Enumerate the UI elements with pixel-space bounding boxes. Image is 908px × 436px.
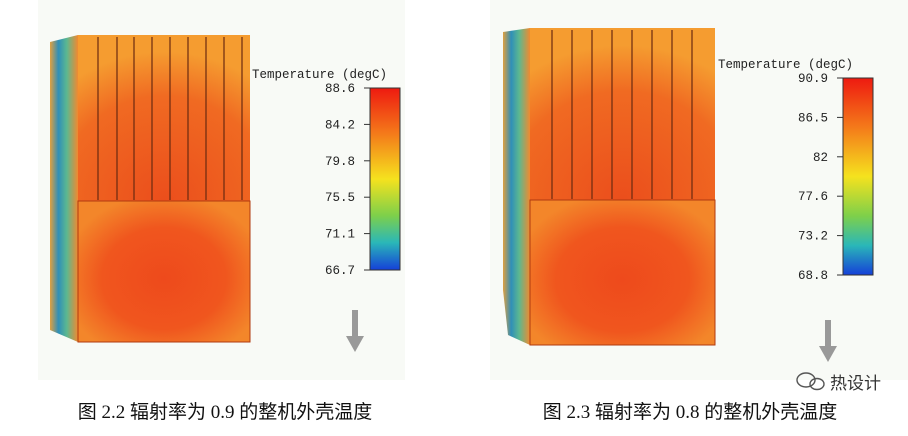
watermark-icon [796,372,825,391]
tick-label: 79.8 [325,155,355,169]
caption: 图 2.3 辐射率为 0.8 的整机外壳温度 [543,401,838,423]
tick-label: 66.7 [325,264,355,278]
model [503,28,716,346]
tick-label: 77.6 [798,190,828,204]
arrow [346,310,837,362]
tick-label: 68.8 [798,269,828,283]
legend-title: Temperature (degC) [252,68,387,82]
tick-label: 71.1 [325,228,355,242]
model [50,35,251,343]
watermark: 热设计 [830,374,881,394]
tick-label: 73.2 [798,230,828,244]
caption: 图 2.2 辐射率为 0.9 的整机外壳温度 [78,401,373,423]
tick-label: 86.5 [798,111,828,125]
tick-label: 75.5 [325,191,355,205]
legend-title: Temperature (degC) [718,58,853,72]
tick-label: 82 [813,151,828,165]
tick-label: 84.2 [325,118,355,132]
tick-label: 90.9 [798,72,828,86]
color-bar [842,77,874,276]
tick-label: 88.6 [325,82,355,96]
color-bar [369,87,401,271]
